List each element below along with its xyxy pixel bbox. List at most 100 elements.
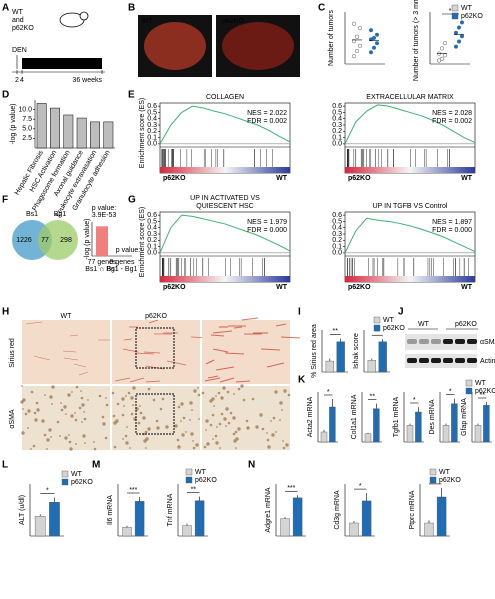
band [467, 339, 477, 344]
bar [406, 425, 414, 443]
band [419, 358, 429, 363]
y-tick-label: 2.5 [22, 135, 32, 142]
stain [161, 397, 165, 401]
stain [218, 422, 222, 426]
panel-letter: J [398, 307, 404, 318]
stain [139, 411, 143, 415]
bar [96, 226, 108, 256]
stain [142, 416, 146, 420]
sig: *** [287, 485, 295, 492]
stain [220, 396, 224, 400]
dot [374, 41, 380, 46]
stain [237, 387, 241, 391]
y-tick-label: 0.3 [147, 122, 157, 129]
fiber [215, 366, 235, 371]
stain [155, 419, 159, 423]
bar [280, 518, 290, 537]
bar [34, 516, 46, 537]
y-tick-label: 7.5 [22, 116, 32, 123]
venn-count: 1226 [16, 237, 32, 244]
stain [36, 408, 40, 412]
gene-count: 77 genes [88, 259, 117, 266]
stain [81, 403, 85, 407]
sig: ** [333, 328, 339, 335]
stain [246, 426, 250, 430]
stain [83, 411, 85, 413]
stain [145, 447, 147, 449]
fiber [63, 357, 79, 361]
stain [35, 401, 39, 405]
fiber [241, 317, 259, 321]
y-axis-label: Number of tumors (> 3 mm) [413, 0, 420, 81]
stain [189, 419, 191, 421]
stain [180, 402, 184, 406]
stain [225, 407, 229, 411]
fiber [123, 338, 133, 341]
dot [459, 20, 465, 25]
gsea-title: QUIESCENT HSC [196, 203, 253, 210]
stain [74, 418, 78, 422]
stain [139, 405, 141, 407]
dot [357, 43, 363, 48]
stain [235, 447, 237, 449]
liver [144, 22, 206, 70]
stain [125, 441, 129, 445]
es-curve [344, 217, 476, 254]
stain [68, 440, 72, 444]
y-tick-label: 0.2 [147, 237, 157, 244]
panel-letter: B [128, 3, 135, 14]
legend-label: p62KO [475, 388, 495, 395]
y-axis-label: Adgre1 mRNA [265, 487, 272, 532]
stain [130, 396, 134, 400]
bar [182, 525, 192, 537]
bar [483, 405, 490, 443]
stain [132, 404, 134, 406]
panel-letter: E [128, 90, 135, 101]
y-tick-label: 0.3 [332, 122, 342, 129]
stain [113, 445, 117, 449]
stain [275, 431, 277, 433]
fiber [166, 360, 187, 366]
stain [32, 444, 36, 448]
nes: NES = 2.022 [247, 110, 287, 117]
fiber [266, 362, 285, 368]
stain [205, 419, 209, 423]
legend-swatch [61, 470, 69, 478]
dot [439, 46, 445, 51]
stain [251, 397, 255, 401]
micrograph [22, 386, 110, 450]
legend-label: p62KO [71, 479, 93, 486]
stain [245, 419, 249, 423]
venn-count: 298 [60, 237, 72, 244]
stain [60, 402, 62, 404]
stain [174, 424, 178, 428]
dot [456, 25, 462, 30]
legend-swatch [373, 324, 381, 332]
dot [351, 54, 357, 59]
stain [287, 393, 291, 397]
stain [159, 407, 163, 411]
bar [90, 121, 100, 149]
end-label: WT [461, 284, 473, 291]
legend-label: WT [383, 317, 395, 324]
stain [185, 431, 187, 433]
bar [134, 501, 145, 537]
y-tick-label: 0.2 [147, 128, 157, 135]
stain [43, 433, 47, 437]
panel-letter: C [318, 3, 325, 14]
bar [373, 408, 380, 443]
y-tick-label: 0.4 [332, 225, 342, 232]
stain [212, 438, 214, 440]
y-axis-label: -log (p value) [84, 219, 91, 260]
fiber [207, 375, 219, 379]
fiber [205, 359, 215, 365]
bar [63, 114, 74, 149]
stain [177, 405, 181, 409]
group-label: Bs1 ∩ Bg1 [85, 266, 119, 273]
y-axis-label: Gfap mRNA [461, 398, 468, 436]
stain [63, 405, 67, 409]
end-label: WT [276, 175, 288, 182]
band [407, 358, 417, 363]
stain [129, 447, 131, 449]
